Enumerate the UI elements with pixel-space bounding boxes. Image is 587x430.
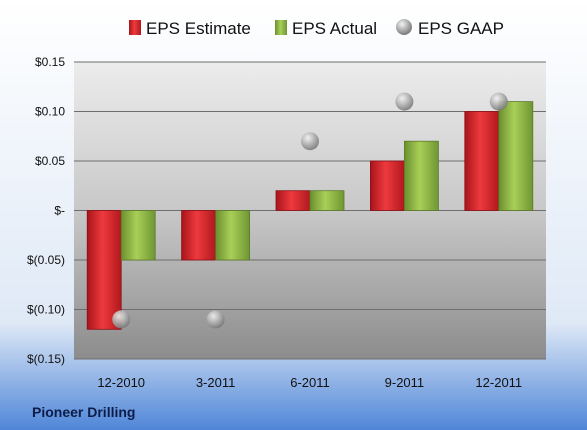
x-category-label: 6-2011	[290, 375, 330, 390]
actual-bar	[403, 140, 439, 211]
y-tick-label: $-	[54, 204, 65, 218]
legend-item-actual: EPS Actual	[275, 19, 377, 38]
legend-label-estimate: EPS Estimate	[146, 19, 251, 38]
legend-swatch-actual	[275, 20, 287, 35]
gaap-point	[112, 310, 131, 329]
legend-swatch-gaap	[396, 19, 412, 35]
estimate-bar	[464, 111, 500, 211]
y-tick-label: $(0.05)	[27, 253, 65, 267]
legend-item-gaap: EPS GAAP	[396, 19, 504, 38]
y-tick-label: $0.05	[35, 154, 65, 168]
estimate-bar	[181, 210, 217, 261]
gaap-point	[206, 310, 225, 329]
estimate-bar	[86, 210, 122, 330]
company-name: Pioneer Drilling	[32, 404, 135, 420]
y-tick-label: $0.10	[35, 105, 65, 119]
legend-swatch-estimate	[129, 20, 141, 35]
actual-bar	[498, 101, 534, 211]
actual-bar	[215, 210, 251, 261]
actual-bar	[120, 210, 156, 261]
y-tick-label: $0.15	[35, 55, 65, 69]
x-category-label: 12-2010	[97, 375, 145, 390]
y-tick-label: $(0.10)	[27, 303, 65, 317]
legend-label-actual: EPS Actual	[292, 19, 377, 38]
gaap-point	[395, 92, 414, 111]
estimate-bar	[369, 160, 405, 211]
estimate-bar	[275, 190, 311, 211]
legend-item-estimate: EPS Estimate	[129, 19, 251, 38]
actual-bar	[309, 190, 345, 211]
gaap-points	[112, 92, 508, 329]
gaap-point	[489, 92, 508, 111]
x-category-label: 3-2011	[196, 375, 236, 390]
gaap-point	[301, 132, 319, 151]
x-category-label: 12-2011	[475, 375, 522, 390]
bars	[86, 101, 534, 330]
y-axis-ticks: $0.15 $0.10 $0.05 $- $(0.05) $(0.10) $(0.15)	[27, 55, 65, 366]
y-tick-label: $(0.15)	[27, 352, 65, 366]
legend: EPS Estimate EPS Actual EPS GAAP	[129, 19, 504, 38]
x-category-label: 9-2011	[385, 375, 425, 390]
legend-label-gaap: EPS GAAP	[418, 19, 504, 38]
x-axis-categories: 12-2010 3-2011 6-2011 9-2011 12-2011	[97, 375, 522, 390]
